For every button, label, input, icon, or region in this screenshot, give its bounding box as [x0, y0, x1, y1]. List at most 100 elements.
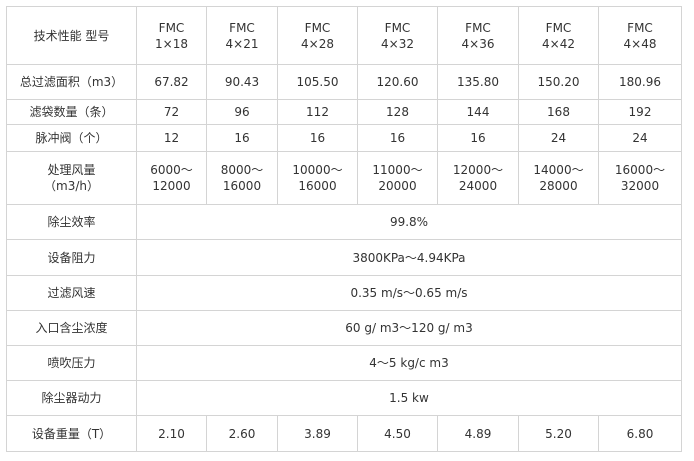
cell-line: 24 — [632, 131, 648, 145]
cell-line: 3.89 — [304, 426, 331, 441]
span-cell: 3800KPa～4.94KPa — [136, 239, 682, 276]
model-cell: FMC 4×28 — [277, 6, 358, 65]
row-label: 过滤风速 — [6, 275, 137, 311]
spec-row: 滤袋数量（条） 72 96 112 128 144 168 192 — [6, 99, 682, 125]
row-label: 除尘器动力 — [6, 380, 137, 416]
cell-line: 192 — [628, 105, 652, 119]
cell-line: 128 — [386, 105, 409, 119]
value-cell: 8000～ 16000 — [206, 151, 278, 205]
value-cell: 105.50 — [277, 64, 358, 100]
row-label: 脉冲阀（个） — [6, 124, 137, 152]
value-cell: 12 — [136, 124, 207, 152]
cell-line: 4×28 — [301, 36, 334, 51]
row-label: 设备重量（T） — [6, 415, 137, 452]
cell-line: 168 — [547, 105, 570, 119]
cell-line: 过滤风速 — [47, 286, 96, 300]
value-cell: 16 — [277, 124, 358, 152]
value-cell: 192 — [598, 99, 682, 125]
cell-line: 16000～ — [614, 163, 666, 177]
cell-line: FMC — [158, 20, 185, 35]
value-cell: 4.89 — [437, 415, 519, 452]
value-cell: 120.60 — [357, 64, 438, 100]
spec-row: 除尘效率 99.8% — [6, 204, 682, 240]
value-cell: 16 — [357, 124, 438, 152]
spec-row: 入口含尘浓度 60 g/ m3～120 g/ m3 — [6, 310, 682, 346]
cell-line: 4×48 — [623, 36, 657, 51]
cell-line: 4×21 — [225, 36, 259, 51]
row-label: 除尘效率 — [6, 204, 137, 240]
cell-line: 喷吹压力 — [47, 356, 96, 370]
row-label: 总过滤面积（m3） — [6, 64, 137, 100]
cell-line: FMC — [627, 20, 653, 35]
cell-line: 处理风量 — [47, 163, 96, 177]
cell-line: 5.20 — [545, 426, 572, 441]
cell-line: 135.80 — [457, 75, 499, 89]
table-body: 技术性能 型号 FMC 1×18 FMC 4×21 FMC 4×28 FMC 4×32 FMC 4×… — [6, 6, 682, 452]
cell-line: 16 — [389, 131, 406, 145]
cell-line: 16000 — [298, 179, 337, 193]
value-cell: 3.89 — [277, 415, 358, 452]
spec-table: 技术性能 型号 FMC 1×18 FMC 4×21 FMC 4×28 FMC 4×32 FMC 4×… — [6, 6, 682, 452]
span-cell: 60 g/ m3～120 g/ m3 — [136, 310, 682, 346]
cell-line: 8000～ — [220, 163, 264, 177]
value-cell: 180.96 — [598, 64, 682, 100]
cell-line: 14000～ — [533, 163, 584, 177]
spec-row: 总过滤面积（m3） 67.82 90.43 105.50 120.60 135.80 150… — [6, 64, 682, 100]
cell-line: 4×42 — [542, 36, 575, 51]
value-cell: 67.82 — [136, 64, 207, 100]
cell-line: 11000～ — [372, 163, 423, 177]
model-cell: FMC 1×18 — [136, 6, 207, 65]
row-label: 处理风量 （m3/h） — [6, 151, 137, 205]
cell-line: 16 — [309, 131, 326, 145]
cell-line: 16 — [234, 131, 250, 145]
cell-line: 72 — [163, 105, 180, 119]
cell-line: 90.43 — [224, 75, 260, 89]
value-cell: 6000～ 12000 — [136, 151, 207, 205]
value-cell: 14000～ 28000 — [518, 151, 599, 205]
header-label: 技术性能 型号 — [6, 6, 137, 65]
span-cell: 1.5 kw — [136, 380, 682, 416]
cell-line: 10000～ — [292, 163, 343, 177]
cell-line: 16 — [470, 131, 486, 145]
cell-line: 1×18 — [155, 36, 188, 51]
value-cell: 24 — [518, 124, 599, 152]
cell-line: 2.60 — [228, 426, 256, 441]
cell-line: 4.50 — [384, 426, 411, 441]
cell-line: FMC — [384, 20, 411, 35]
cell-line: 设备重量（T） — [31, 426, 112, 441]
model-cell: FMC 4×21 — [206, 6, 278, 65]
spec-row: 设备重量（T） 2.10 2.60 3.89 4.50 4.89 5.20 6.80 — [6, 415, 682, 452]
cell-line: 除尘效率 — [47, 215, 96, 229]
cell-line: 20000 — [378, 179, 417, 193]
cell-line: FMC — [304, 20, 331, 35]
value-cell: 150.20 — [518, 64, 599, 100]
value-cell: 135.80 — [437, 64, 519, 100]
value-cell: 24 — [598, 124, 682, 152]
span-cell: 0.35 m/s～0.65 m/s — [136, 275, 682, 311]
model-cell: FMC 4×32 — [357, 6, 438, 65]
cell-line: 总过滤面积（m3） — [19, 75, 124, 89]
cell-line: 144 — [466, 105, 490, 119]
row-label: 喷吹压力 — [6, 345, 137, 381]
cell-line: 6.80 — [626, 426, 654, 441]
spec-row: 设备阻力 3800KPa～4.94KPa — [6, 239, 682, 276]
cell-line: 150.20 — [537, 75, 580, 89]
spec-row: 脉冲阀（个） 12 16 16 16 16 24 24 — [6, 124, 682, 152]
value-cell: 12000～ 24000 — [437, 151, 519, 205]
value-cell: 16 — [437, 124, 519, 152]
value-cell: 128 — [357, 99, 438, 125]
cell-line: 24000 — [458, 179, 498, 193]
value-cell: 6.80 — [598, 415, 682, 452]
cell-line: 4×32 — [381, 36, 414, 51]
value-cell: 168 — [518, 99, 599, 125]
cell-line: FMC — [465, 20, 491, 35]
value-cell: 16000～ 32000 — [598, 151, 682, 205]
header-row: 技术性能 型号 FMC 1×18 FMC 4×21 FMC 4×28 FMC 4×32 FMC 4×… — [6, 6, 682, 65]
value-cell: 2.60 — [206, 415, 278, 452]
cell-line: 除尘器动力 — [41, 391, 102, 405]
cell-line: 4.89 — [464, 426, 492, 441]
span-cell: 99.8% — [136, 204, 682, 240]
value-cell: 144 — [437, 99, 519, 125]
cell-line: 120.60 — [376, 75, 419, 89]
